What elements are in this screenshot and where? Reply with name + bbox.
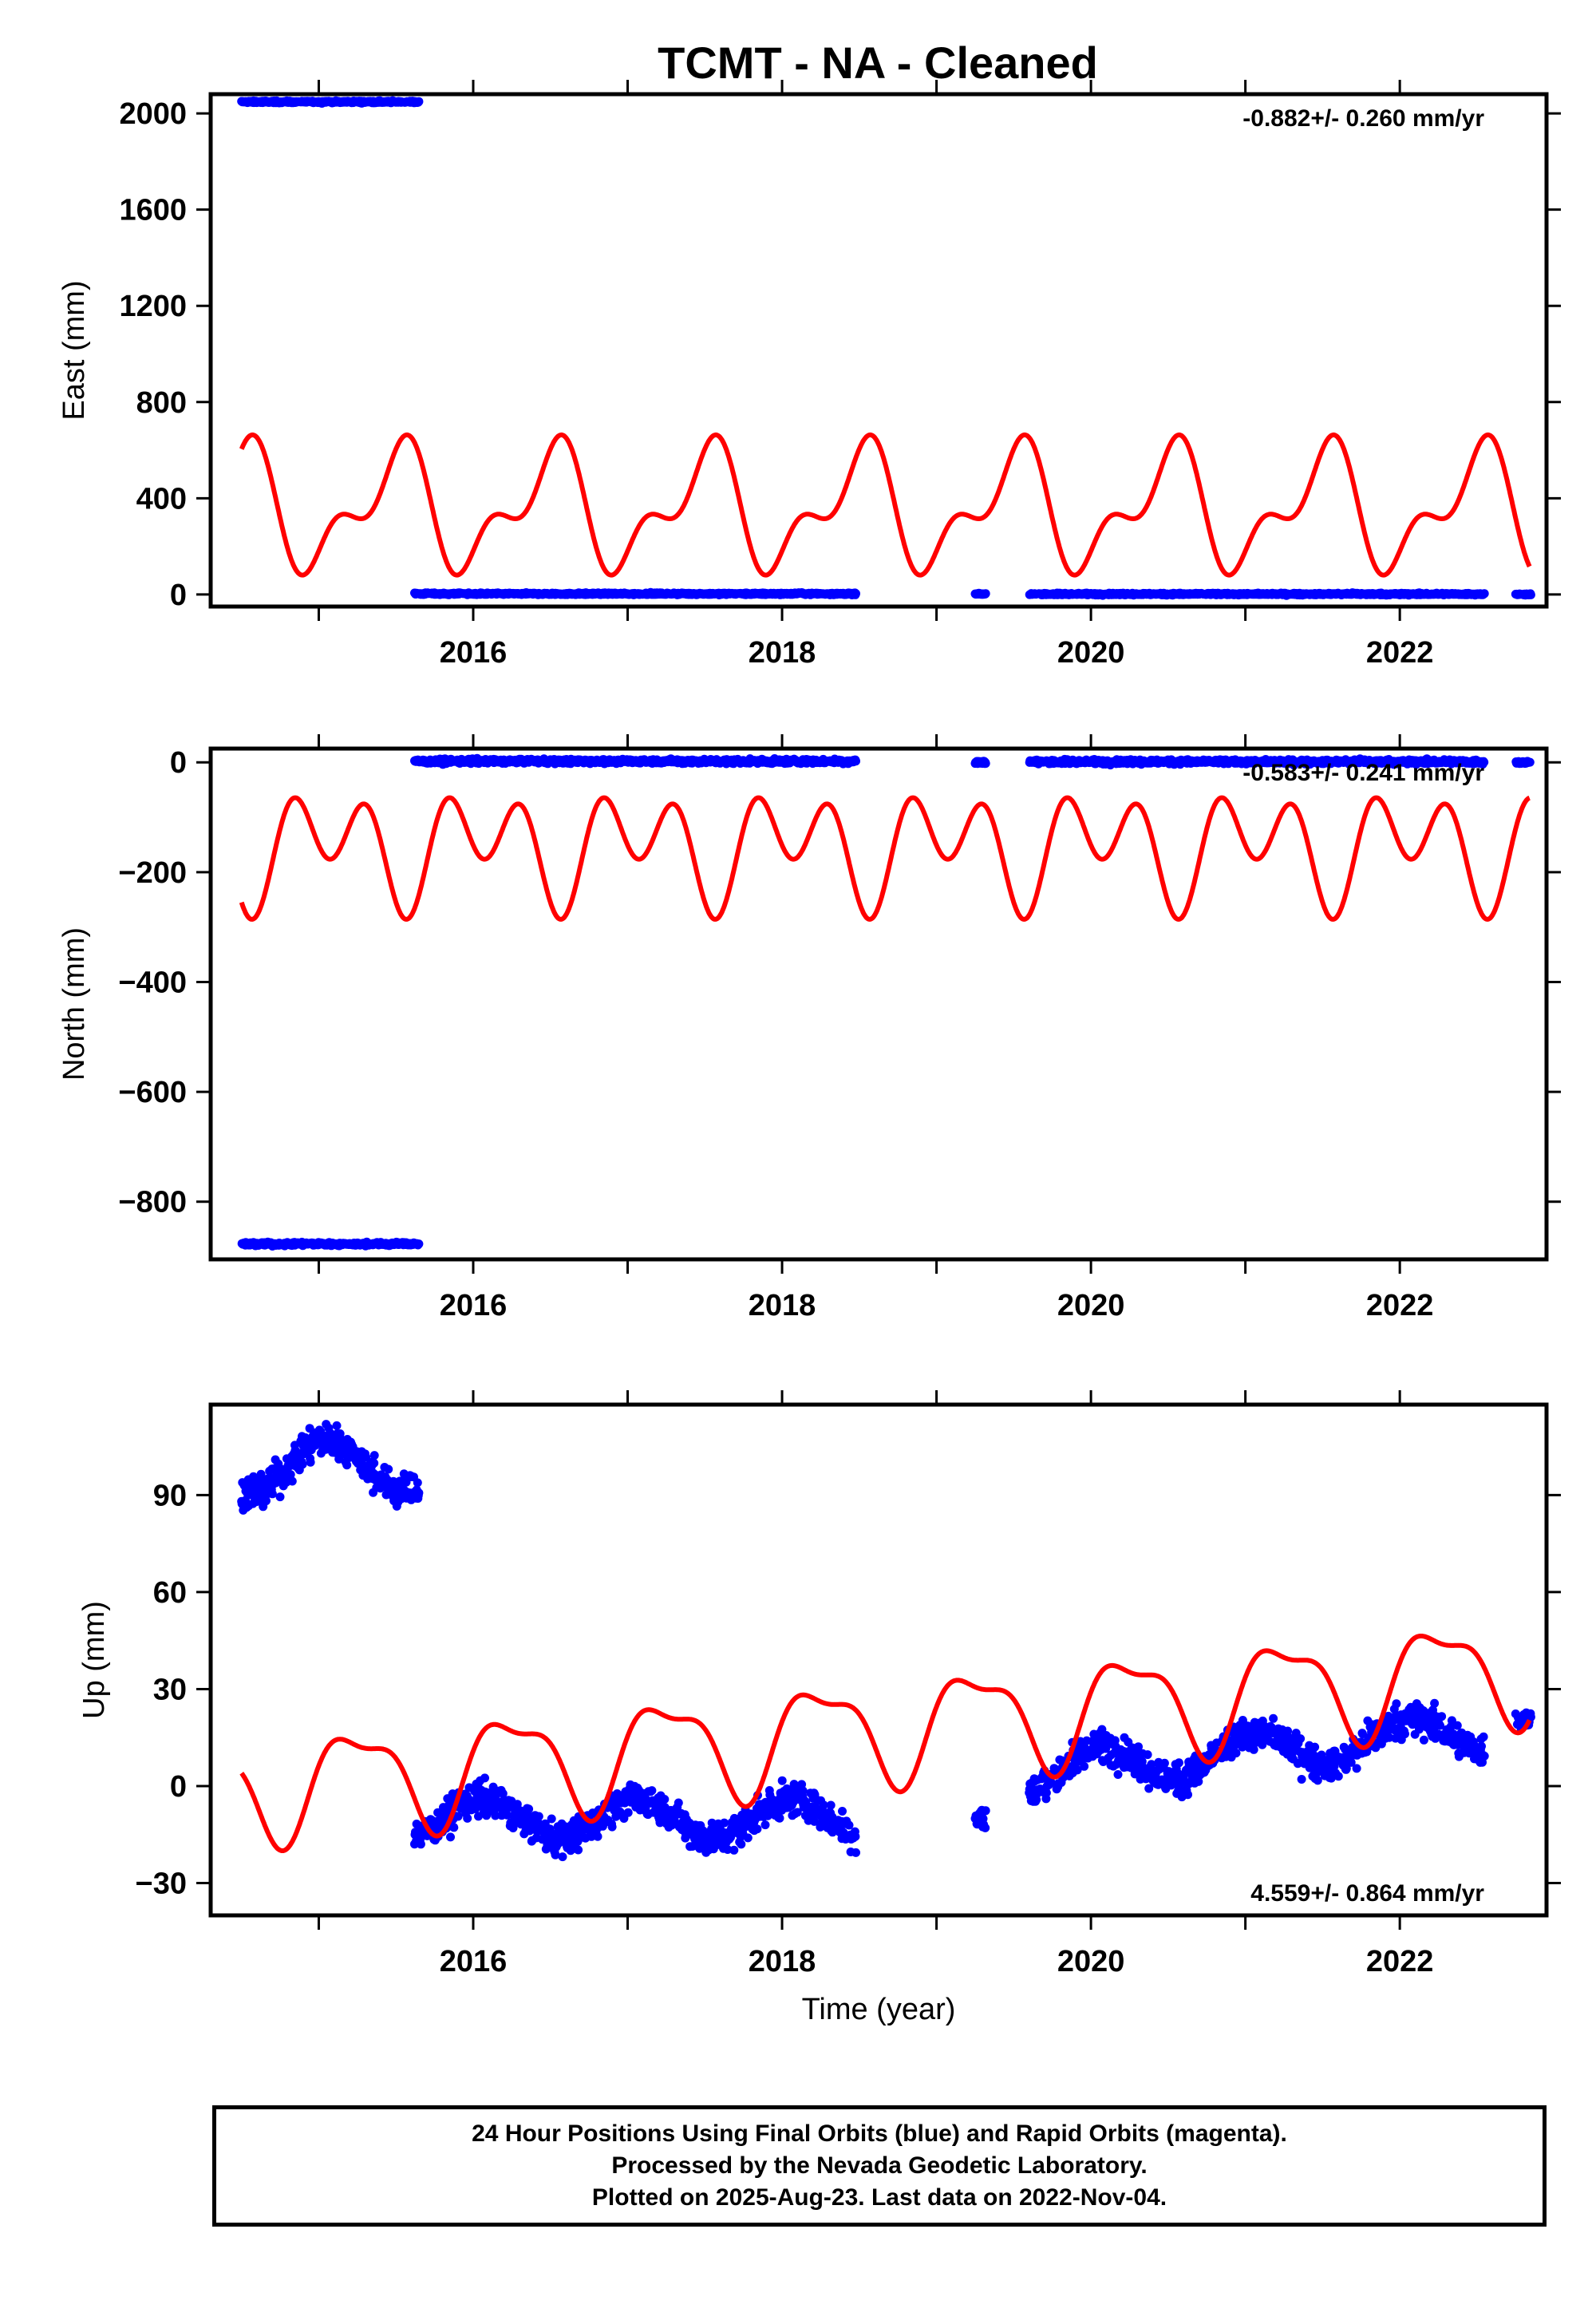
data-point <box>851 757 860 766</box>
data-point <box>463 1813 472 1823</box>
north-model-curve <box>239 795 1531 922</box>
north-observed-points <box>237 753 1535 1251</box>
data-point <box>369 1451 379 1460</box>
data-point <box>551 1850 560 1860</box>
data-point <box>503 1810 512 1820</box>
data-point <box>498 1788 508 1798</box>
data-point <box>743 1833 753 1843</box>
x-tick-label: 2022 <box>1366 636 1434 670</box>
y-tick-label: −200 <box>118 856 187 890</box>
east-observed-points <box>237 96 1535 600</box>
data-point <box>414 1239 424 1249</box>
data-point <box>298 1460 307 1469</box>
north-plot-frame <box>208 746 1549 1262</box>
data-point <box>414 1488 424 1498</box>
x-tick-label: 2022 <box>1366 1289 1434 1322</box>
east-rate-label: -0.882+/- 0.260 mm/yr <box>1242 105 1484 132</box>
panel-east: 2016 2018 2020 2022 0 400 800 1200 1600 2000 East … <box>57 80 1561 670</box>
y-tick-label: 800 <box>136 386 187 420</box>
data-point <box>384 1464 393 1474</box>
chart-panels: 2016 2018 2020 2022 0 400 800 1200 1600 2000 East … <box>57 80 1561 2026</box>
data-point <box>737 1840 746 1849</box>
data-point <box>798 1786 808 1796</box>
data-point <box>593 1832 602 1841</box>
data-point <box>775 1813 784 1823</box>
data-point <box>851 589 860 599</box>
x-tick-label: 2016 <box>440 636 508 670</box>
data-point <box>342 1460 352 1470</box>
data-point <box>480 1773 489 1783</box>
data-point <box>720 1818 729 1828</box>
east-ylabel: East (mm) <box>57 280 91 420</box>
y-tick-label: −800 <box>118 1186 187 1219</box>
data-point <box>1526 590 1535 599</box>
data-point <box>449 1823 459 1832</box>
data-point <box>1479 757 1489 767</box>
data-point <box>286 1470 295 1480</box>
y-tick-label: 1600 <box>119 194 187 227</box>
y-tick-label: −400 <box>118 966 187 999</box>
data-point <box>491 1811 500 1820</box>
data-point <box>267 1489 277 1499</box>
data-point <box>615 1807 625 1816</box>
y-tick-label: 400 <box>136 482 187 516</box>
x-tick-label: 2018 <box>749 1289 816 1322</box>
data-point <box>414 97 424 106</box>
data-point <box>729 1845 739 1855</box>
data-point <box>369 1458 379 1468</box>
y-tick-label: 2000 <box>119 97 187 131</box>
data-point <box>660 1795 670 1804</box>
data-point <box>446 1832 455 1842</box>
north-ylabel: North (mm) <box>57 927 91 1081</box>
y-tick-label: 0 <box>170 746 187 780</box>
data-point <box>558 1852 567 1862</box>
data-point <box>623 1808 633 1817</box>
data-point <box>753 1824 762 1834</box>
data-point <box>306 1457 315 1467</box>
x-tick-label: 2018 <box>749 636 816 670</box>
data-point <box>416 1840 425 1849</box>
data-point <box>275 1492 285 1502</box>
data-point <box>453 1812 463 1821</box>
data-point <box>981 589 990 599</box>
data-point <box>524 1804 534 1814</box>
data-point <box>534 1812 543 1821</box>
east-model-curve <box>239 432 1532 578</box>
up-observed-points <box>237 1420 1535 1862</box>
data-point <box>574 1845 583 1855</box>
x-tick-label: 2016 <box>440 1289 508 1322</box>
north-rate-label: -0.583+/- 0.241 mm/yr <box>1242 760 1484 786</box>
panel-north: 2016 2018 2020 2022 0 −200 −400 −600 −800 North (… <box>57 734 1561 1322</box>
data-point <box>287 1476 297 1486</box>
y-tick-label: 0 <box>170 579 187 612</box>
data-point <box>760 1820 770 1830</box>
x-tick-label: 2020 <box>1057 1289 1125 1322</box>
chart-title: TCMT - NA - Cleaned <box>658 38 1098 88</box>
data-point <box>674 1798 683 1808</box>
east-plot-frame <box>208 92 1549 609</box>
data-point <box>723 1845 733 1854</box>
data-point <box>332 1421 342 1430</box>
data-point <box>1479 589 1489 599</box>
data-point <box>981 759 990 769</box>
data-point <box>413 1478 422 1488</box>
data-point <box>262 1496 271 1506</box>
data-point <box>547 1814 556 1824</box>
x-tick-label: 2020 <box>1057 636 1125 670</box>
data-point <box>647 1786 657 1796</box>
y-tick-label: −600 <box>118 1076 187 1109</box>
data-point <box>777 1776 787 1785</box>
data-point <box>607 1822 617 1832</box>
data-point <box>1525 757 1535 767</box>
y-tick-label: 1200 <box>119 290 187 323</box>
